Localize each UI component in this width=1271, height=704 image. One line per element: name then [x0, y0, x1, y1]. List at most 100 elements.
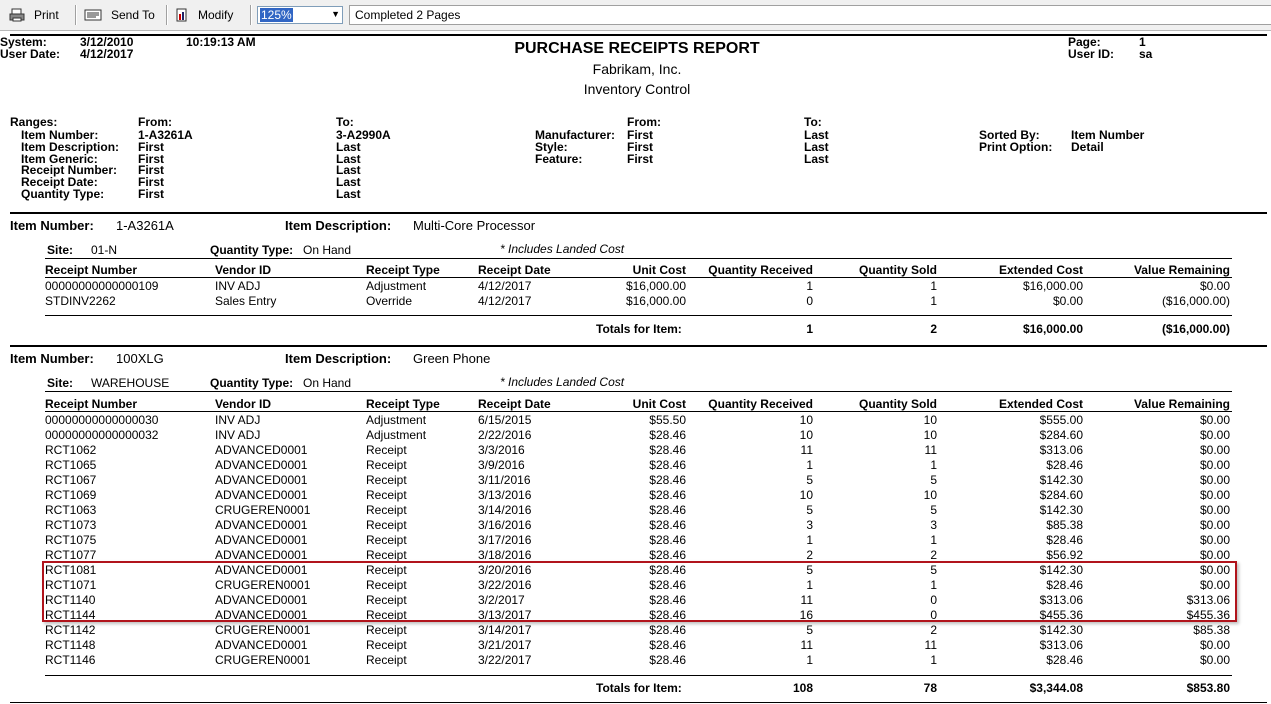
- user-date: 4/12/2017: [80, 47, 134, 61]
- cell-vendor-id: CRUGEREN0001: [215, 578, 311, 592]
- cell-receipt-number: RCT1071: [45, 578, 97, 592]
- table-row: RCT1075 ADVANCED0001 Receipt 3/17/2016 $28.4…: [0, 533, 1271, 548]
- print-button[interactable]: Print: [9, 0, 59, 30]
- cell-quantity-sold: 2: [930, 623, 937, 637]
- cell-extended-cost: $28.46: [1046, 533, 1083, 547]
- cell-quantity-sold: 0: [930, 593, 937, 607]
- cell-quantity-sold: 1: [930, 578, 937, 592]
- col-receipt-number: Receipt Number: [45, 397, 138, 411]
- range-name: Item Description:: [21, 140, 120, 154]
- cell-extended-cost: $313.06: [1039, 638, 1083, 652]
- col-value-remaining: Value Remaining: [1133, 397, 1230, 411]
- chevron-down-icon[interactable]: ▼: [331, 9, 340, 19]
- cell-value-remaining: $0.00: [1199, 518, 1230, 532]
- cell-receipt-number: RCT1075: [45, 533, 97, 547]
- range-to: Last: [336, 163, 361, 177]
- cell-receipt-number: RCT1146: [45, 653, 96, 667]
- cell-receipt-type: Receipt: [366, 443, 407, 457]
- cell-receipt-type: Receipt: [366, 488, 407, 502]
- cell-extended-cost: $142.30: [1039, 563, 1083, 577]
- range-name: Style:: [535, 140, 568, 154]
- landed-cost-note: * Includes Landed Cost: [500, 242, 625, 256]
- cell-quantity-received: 5: [806, 503, 813, 517]
- cell-receipt-number: RCT1144: [45, 608, 96, 622]
- range-name: Feature:: [535, 152, 583, 166]
- total-extended-cost: $3,344.08: [1029, 681, 1083, 695]
- table-row: RCT1067 ADVANCED0001 Receipt 3/11/2016 $28.4…: [0, 473, 1271, 488]
- cell-value-remaining: $0.00: [1199, 638, 1230, 652]
- cell-extended-cost: $142.30: [1039, 623, 1083, 637]
- cell-receipt-number: RCT1077: [45, 548, 97, 562]
- cell-receipt-date: 3/13/2017: [478, 608, 532, 622]
- print-button-label: Print: [34, 8, 59, 22]
- item-number-value: 100XLG: [116, 351, 164, 366]
- modify-button[interactable]: Modify: [175, 0, 233, 30]
- range-name: Item Generic:: [21, 152, 98, 166]
- cell-receipt-type: Receipt: [366, 608, 407, 622]
- range-from: First: [627, 128, 654, 142]
- cell-receipt-date: 2/22/2016: [478, 428, 532, 442]
- report-title: PURCHASE RECEIPTS REPORT: [514, 40, 760, 57]
- cell-quantity-received: 1: [806, 533, 813, 547]
- range-from: First: [627, 152, 654, 166]
- item-number-value: 1-A3261A: [116, 218, 174, 233]
- cell-quantity-sold: 1: [930, 458, 937, 472]
- cell-extended-cost: $85.38: [1046, 518, 1083, 532]
- cell-vendor-id: CRUGEREN0001: [215, 653, 311, 667]
- cell-receipt-date: 3/16/2016: [478, 518, 532, 532]
- cell-receipt-date: 3/22/2017: [478, 653, 532, 667]
- cell-receipt-type: Receipt: [366, 638, 407, 652]
- range-name: Manufacturer:: [535, 128, 616, 142]
- range-from: First: [627, 140, 654, 154]
- send-to-icon: [84, 9, 102, 21]
- cell-quantity-sold: 1: [930, 533, 937, 547]
- cell-receipt-number: RCT1069: [45, 488, 97, 502]
- cell-quantity-sold: 10: [923, 413, 937, 427]
- cell-vendor-id: ADVANCED0001: [215, 593, 308, 607]
- col-quantity-received: Quantity Received: [708, 397, 813, 411]
- cell-unit-cost: $28.46: [649, 593, 686, 607]
- cell-quantity-sold: 3: [930, 518, 937, 532]
- cell-quantity-sold: 2: [930, 548, 937, 562]
- cell-unit-cost: $28.46: [649, 623, 686, 637]
- cell-quantity-received: 1: [806, 279, 813, 293]
- cell-value-remaining: $0.00: [1199, 443, 1230, 457]
- site-label: Site:: [47, 243, 74, 257]
- table-row: 00000000000000032 INV ADJ Adjustment 2/22/2…: [0, 428, 1271, 443]
- cell-receipt-type: Receipt: [366, 473, 407, 487]
- table-row: 00000000000000109 INV ADJ Adjustment 4/12/2…: [0, 279, 1271, 294]
- cell-extended-cost: $28.46: [1046, 458, 1083, 472]
- cell-receipt-date: 6/15/2015: [478, 413, 532, 427]
- cell-value-remaining: $0.00: [1199, 548, 1230, 562]
- cell-receipt-number: RCT1073: [45, 518, 97, 532]
- cell-receipt-date: 3/13/2016: [478, 488, 532, 502]
- system-time: 10:19:13 AM: [186, 35, 256, 49]
- cell-quantity-received: 10: [799, 428, 813, 442]
- cell-quantity-sold: 0: [930, 608, 937, 622]
- cell-quantity-received: 5: [806, 563, 813, 577]
- range-to: Last: [804, 128, 829, 142]
- cell-extended-cost: $28.46: [1046, 653, 1083, 667]
- table-row: RCT1071 CRUGEREN0001 Receipt 3/22/2016 $28.4…: [0, 578, 1271, 593]
- send-to-button[interactable]: Send To: [84, 0, 155, 30]
- cell-quantity-received: 10: [799, 413, 813, 427]
- cell-quantity-received: 5: [806, 473, 813, 487]
- cell-quantity-sold: 11: [924, 443, 937, 457]
- table-row: 00000000000000030 INV ADJ Adjustment 6/15/2…: [0, 413, 1271, 428]
- zoom-dropdown[interactable]: 125% ▼: [257, 6, 343, 24]
- table-row: RCT1069 ADVANCED0001 Receipt 3/13/2016 $28.4…: [0, 488, 1271, 503]
- cell-unit-cost: $28.46: [649, 518, 686, 532]
- cell-vendor-id: INV ADJ: [215, 413, 261, 427]
- system-label: System:: [0, 35, 47, 49]
- cell-unit-cost: $28.46: [649, 533, 686, 547]
- userid-label: User ID:: [1068, 47, 1115, 61]
- site-value: 01-N: [91, 243, 118, 257]
- cell-unit-cost: $16,000.00: [625, 294, 686, 308]
- cell-vendor-id: ADVANCED0001: [215, 473, 308, 487]
- total-value-remaining: ($16,000.00): [1161, 322, 1230, 336]
- ranges-to2-label: To:: [804, 115, 822, 129]
- item-number-label: Item Number:: [10, 218, 94, 233]
- cell-unit-cost: $55.50: [649, 413, 686, 427]
- col-receipt-type: Receipt Type: [366, 397, 440, 411]
- column-headers: Receipt Number Vendor ID Receipt Type Re…: [0, 263, 1271, 278]
